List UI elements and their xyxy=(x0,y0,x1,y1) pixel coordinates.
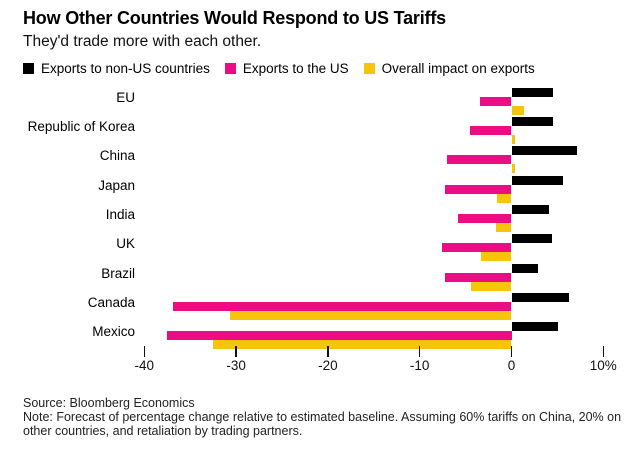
bar-exports-to-the-us-republic-of-korea xyxy=(470,125,512,135)
bar-exports-to-the-us-eu xyxy=(480,96,512,106)
category-label-canada: Canada xyxy=(87,294,135,310)
x-axis-tick--20 xyxy=(327,346,329,357)
legend-item-overall-impact-on-exports: Overall impact on exports xyxy=(363,61,535,76)
bar-exports-to-non-us-countries-eu xyxy=(511,87,553,97)
category-label-brazil: Brazil xyxy=(101,265,135,281)
bar-overall-impact-on-exports-japan xyxy=(496,193,512,203)
category-label-mexico: Mexico xyxy=(92,324,135,340)
x-axis-tick--10 xyxy=(418,346,421,357)
legend-swatch-icon xyxy=(23,63,34,74)
category-label-china: China xyxy=(99,148,135,164)
x-axis-label--30: -30 xyxy=(226,358,246,373)
bar-exports-to-the-us-canada xyxy=(172,301,512,311)
x-axis-tick-0 xyxy=(510,346,513,357)
x-axis-label-0: 0 xyxy=(507,358,516,373)
bar-exports-to-non-us-countries-republic-of-korea xyxy=(511,116,553,126)
category-label-uk: UK xyxy=(116,236,135,252)
note-line: Note: Forecast of percentage change rela… xyxy=(23,410,622,438)
category-label-republic-of-korea: Republic of Korea xyxy=(27,118,135,134)
bar-exports-to-the-us-brazil xyxy=(445,272,512,282)
bar-exports-to-non-us-countries-japan xyxy=(511,175,563,185)
bar-exports-to-the-us-uk xyxy=(441,243,512,253)
x-axis-label-10: 10% xyxy=(589,358,617,373)
bar-exports-to-non-us-countries-canada xyxy=(511,292,570,302)
bar-overall-impact-on-exports-republic-of-korea xyxy=(511,134,515,144)
bar-exports-to-the-us-japan xyxy=(445,184,512,194)
x-axis-label--20: -20 xyxy=(318,358,338,373)
bar-overall-impact-on-exports-eu xyxy=(511,105,525,115)
legend-label: Overall impact on exports xyxy=(381,61,535,76)
bar-exports-to-non-us-countries-china xyxy=(511,146,577,156)
bar-overall-impact-on-exports-uk xyxy=(481,252,512,262)
legend-item-exports-to-the-us: Exports to the US xyxy=(224,61,349,76)
x-axis-label--10: -10 xyxy=(409,358,430,373)
legend-swatch-icon xyxy=(224,63,236,74)
x-axis-tick--30 xyxy=(235,346,237,357)
bar-overall-impact-on-exports-brazil xyxy=(471,281,512,291)
category-label-india: India xyxy=(105,206,135,222)
bar-overall-impact-on-exports-china xyxy=(511,164,515,174)
bar-overall-impact-on-exports-mexico xyxy=(213,340,512,350)
legend-swatch-icon xyxy=(363,63,375,74)
x-axis-tick--40 xyxy=(143,346,146,357)
x-axis-label--40: -40 xyxy=(134,358,155,373)
chart-footer: Source: Bloomberg Economics Note: Foreca… xyxy=(23,396,629,438)
bar-exports-to-non-us-countries-uk xyxy=(511,234,552,244)
bar-exports-to-the-us-china xyxy=(447,155,512,165)
bar-exports-to-the-us-mexico xyxy=(167,331,512,341)
category-label-eu: EU xyxy=(116,89,135,105)
bar-exports-to-non-us-countries-brazil xyxy=(511,263,539,273)
chart-subtitle: They'd trade more with each other. xyxy=(23,33,262,50)
legend-item-exports-to-non-us-countries: Exports to non-US countries xyxy=(23,61,210,76)
bar-overall-impact-on-exports-canada xyxy=(229,310,512,320)
bar-exports-to-the-us-india xyxy=(458,213,512,223)
category-label-japan: Japan xyxy=(98,177,135,193)
x-axis-tick-10 xyxy=(602,346,605,357)
source-line: Source: Bloomberg Economics xyxy=(23,396,195,410)
bar-exports-to-non-us-countries-india xyxy=(511,204,550,214)
bar-exports-to-non-us-countries-mexico xyxy=(511,322,559,332)
legend-label: Exports to the US xyxy=(242,61,349,76)
chart-title: How Other Countries Would Respond to US … xyxy=(23,8,446,28)
bar-overall-impact-on-exports-india xyxy=(495,222,512,232)
legend-label: Exports to non-US countries xyxy=(41,61,210,76)
chart-legend: Exports to non-US countries Exports to th… xyxy=(23,61,535,76)
